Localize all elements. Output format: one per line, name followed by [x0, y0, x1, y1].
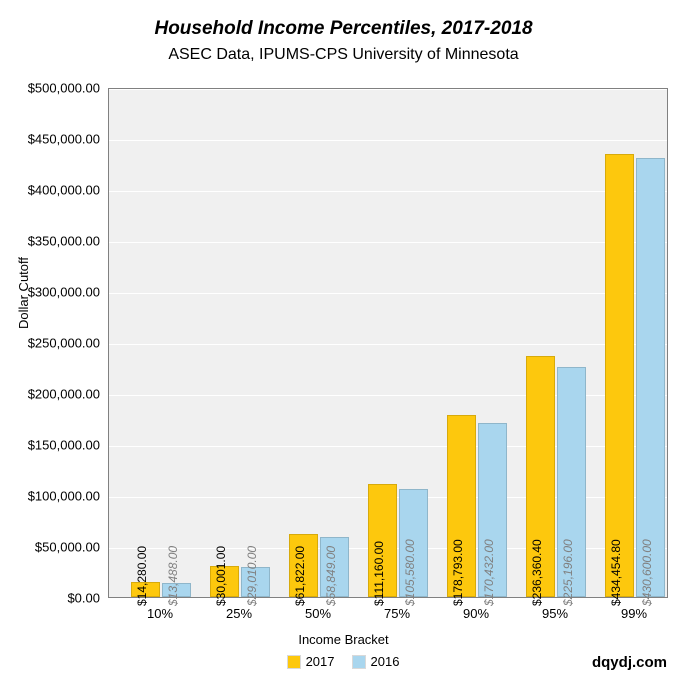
bar-value-label: $61,822.00 — [293, 546, 307, 606]
legend-swatch — [288, 656, 300, 668]
legend-item: 2016 — [353, 654, 400, 669]
y-tick-label: $100,000.00 — [0, 489, 100, 504]
y-tick-label: $350,000.00 — [0, 234, 100, 249]
x-tick-label: 10% — [147, 606, 173, 621]
y-tick-label: $50,000.00 — [0, 540, 100, 555]
gridline — [109, 344, 667, 345]
legend-swatch — [353, 656, 365, 668]
y-tick-label: $200,000.00 — [0, 387, 100, 402]
x-tick-label: 25% — [226, 606, 252, 621]
y-tick-label: $250,000.00 — [0, 336, 100, 351]
legend: 2017 2016 — [0, 654, 687, 669]
x-tick-label: 90% — [463, 606, 489, 621]
y-tick-label: $450,000.00 — [0, 132, 100, 147]
plot-area — [108, 88, 668, 598]
gridline — [109, 140, 667, 141]
y-tick-label: $400,000.00 — [0, 183, 100, 198]
bar-value-label: $14,280.00 — [135, 546, 149, 606]
legend-label: 2016 — [371, 654, 400, 669]
bar-value-label: $58,849.00 — [324, 546, 338, 606]
bar-value-label: $170,432.00 — [482, 539, 496, 606]
gridline — [109, 293, 667, 294]
bar — [605, 154, 634, 597]
bar-value-label: $13,488.00 — [166, 546, 180, 606]
y-tick-label: $500,000.00 — [0, 81, 100, 96]
bar-value-label: $111,160.00 — [372, 541, 386, 606]
y-tick-label: $0.00 — [0, 591, 100, 606]
x-tick-label: 99% — [621, 606, 647, 621]
gridline — [109, 191, 667, 192]
bar-value-label: $29,010.00 — [245, 546, 259, 606]
bar-value-label: $225,196.00 — [561, 539, 575, 606]
chart-title: Household Income Percentiles, 2017-2018 — [0, 18, 687, 40]
bar-value-label: $430,600.00 — [640, 539, 654, 606]
legend-label: 2017 — [306, 654, 335, 669]
bar-value-label: $236,360.40 — [530, 539, 544, 606]
x-tick-label: 75% — [384, 606, 410, 621]
gridline — [109, 89, 667, 90]
y-tick-label: $300,000.00 — [0, 285, 100, 300]
gridline — [109, 242, 667, 243]
x-axis-title: Income Bracket — [0, 632, 687, 647]
bar-value-label: $30,001.00 — [214, 546, 228, 606]
legend-item: 2017 — [288, 654, 335, 669]
bar — [636, 158, 665, 597]
chart-subtitle: ASEC Data, IPUMS-CPS University of Minne… — [0, 46, 687, 64]
x-tick-label: 50% — [305, 606, 331, 621]
y-tick-label: $150,000.00 — [0, 438, 100, 453]
bar-value-label: $434,454.80 — [609, 539, 623, 606]
x-tick-label: 95% — [542, 606, 568, 621]
bar-value-label: $178,793.00 — [451, 539, 465, 606]
credit-text: dqydj.com — [592, 654, 667, 671]
chart-container: Household Income Percentiles, 2017-2018 … — [0, 0, 687, 692]
bar-value-label: $105,580.00 — [403, 539, 417, 606]
